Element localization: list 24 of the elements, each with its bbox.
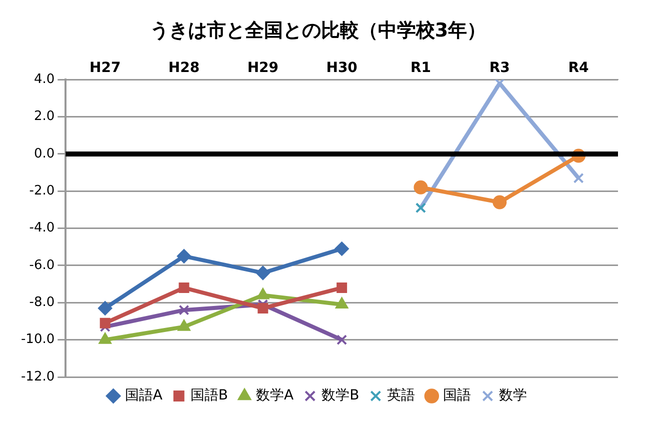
y-tick-label: -10.0 bbox=[20, 332, 55, 348]
legend-label: 数学B bbox=[322, 388, 360, 404]
x-tick-label: R3 bbox=[489, 60, 510, 76]
x-tick-label: H27 bbox=[89, 60, 121, 76]
legend-label: 英語 bbox=[387, 388, 416, 404]
legend-label: 国語 bbox=[443, 388, 472, 404]
y-tick-label: -6.0 bbox=[29, 258, 55, 273]
y-tick-label: 4.0 bbox=[34, 72, 55, 87]
chart-title: うきは市と全国との比較（中学校3年） bbox=[150, 19, 486, 42]
y-tick-label: -2.0 bbox=[29, 184, 55, 198]
legend-label: 国語B bbox=[190, 388, 228, 404]
x-tick-label: H30 bbox=[326, 60, 358, 76]
legend-label: 国語A bbox=[124, 388, 163, 404]
y-tick-label: 0.0 bbox=[34, 146, 55, 162]
x-tick-label: H29 bbox=[247, 60, 279, 76]
x-tick-label: H28 bbox=[168, 60, 200, 76]
y-tick-label: -8.0 bbox=[29, 295, 55, 310]
x-tick-label: R4 bbox=[568, 60, 590, 76]
y-tick-label: -4.0 bbox=[29, 220, 55, 236]
legend-label: 数学A bbox=[256, 388, 294, 404]
legend-label: 数学 bbox=[499, 388, 528, 404]
x-tick-label: R1 bbox=[410, 60, 431, 76]
y-tick-label: -12.0 bbox=[20, 369, 55, 384]
y-tick-label: 2.0 bbox=[34, 109, 55, 124]
